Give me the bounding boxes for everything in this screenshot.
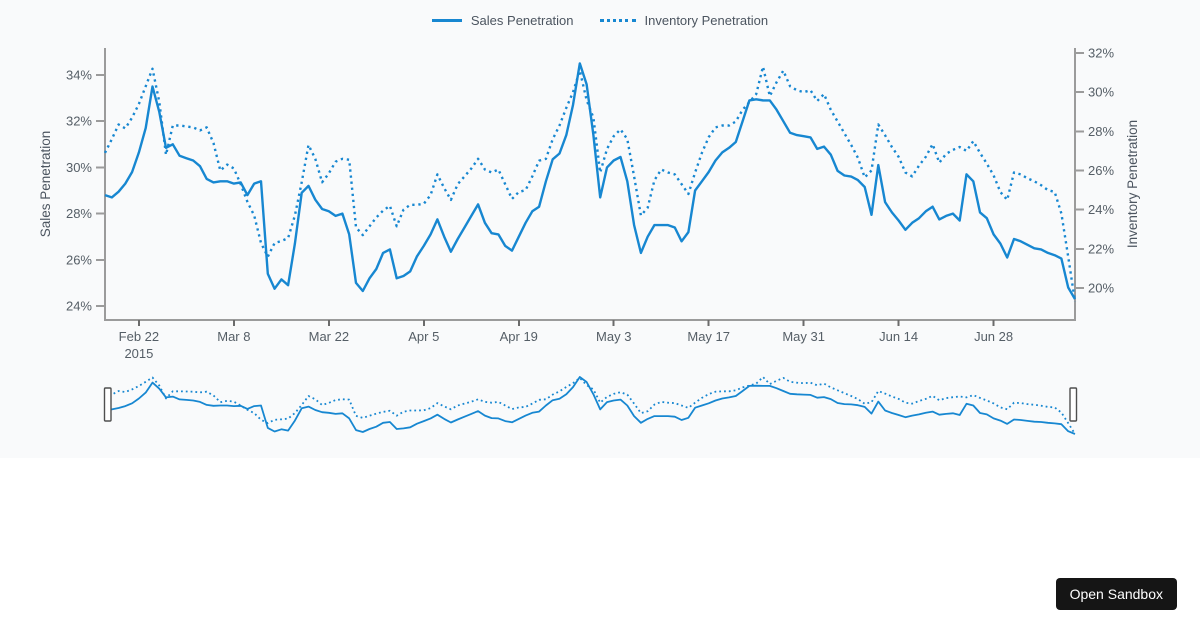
x-tick-label: May 31 — [782, 329, 825, 344]
x-tick-label: Feb 22 — [119, 329, 159, 344]
open-sandbox-button[interactable]: Open Sandbox — [1055, 578, 1177, 610]
right-tick-label: 28% — [1088, 124, 1114, 139]
range-selector-left-handle[interactable] — [103, 387, 112, 422]
x-axis: Feb 22 2015 Mar 8 Mar 22 Apr 5 Apr 19 May 3 May… — [119, 320, 1013, 361]
x-tick-label: May 17 — [687, 329, 730, 344]
legend-label-inventory: Inventory Penetration — [644, 13, 769, 28]
legend-item-sales[interactable]: Sales Penetration — [431, 13, 574, 28]
x-tick-label: Jun 28 — [974, 329, 1013, 344]
right-axis: 20% 22% 24% 26% 28% 30% 32% Inventory Penetrati… — [1075, 46, 1140, 296]
right-tick-label: 22% — [1088, 241, 1114, 256]
axis-frame — [104, 48, 1076, 321]
x-tick-label: May 3 — [596, 329, 631, 344]
sales-line-swatch — [431, 19, 462, 22]
left-tick-label: 32% — [66, 114, 92, 129]
inventory-penetration-line — [103, 65, 1077, 302]
left-axis: 24% 26% 28% 30% 32% 34% Sales Penetration — [38, 68, 105, 314]
legend-label-sales: Sales Penetration — [470, 13, 574, 28]
x-tick-label: Apr 5 — [408, 329, 439, 344]
chart-panel: Sales Penetration Inventory Penetration … — [0, 13, 1200, 435]
legend: Sales Penetration Inventory Penetration — [0, 13, 1200, 28]
inventory-line-swatch — [599, 19, 636, 22]
left-tick-label: 24% — [66, 299, 92, 314]
left-axis-title: Sales Penetration — [38, 131, 53, 238]
left-tick-label: 34% — [66, 68, 92, 83]
legend-item-inventory[interactable]: Inventory Penetration — [599, 13, 769, 28]
x-tick-year-label: 2015 — [124, 346, 153, 361]
mini-inventory-line — [104, 376, 1076, 435]
right-axis-title: Inventory Penetration — [1125, 120, 1140, 248]
x-tick-label: Apr 19 — [500, 329, 538, 344]
sales-penetration-line — [104, 62, 1077, 300]
right-tick-label: 20% — [1088, 281, 1114, 296]
right-tick-label: 24% — [1088, 202, 1114, 217]
right-tick-label: 30% — [1088, 85, 1114, 100]
range-selector[interactable] — [103, 376, 1078, 435]
left-tick-label: 28% — [66, 206, 92, 221]
left-tick-label: 30% — [66, 160, 92, 175]
x-tick-label: Mar 22 — [309, 329, 349, 344]
right-tick-label: 32% — [1088, 46, 1114, 61]
left-tick-label: 26% — [66, 252, 92, 267]
right-tick-label: 26% — [1088, 163, 1114, 178]
timeseries-chart: 24% 26% 28% 30% 32% 34% Sales Penetration 20% 22… — [38, 46, 1140, 435]
x-tick-label: Mar 8 — [217, 329, 250, 344]
x-tick-label: Jun 14 — [879, 329, 918, 344]
range-selector-right-handle[interactable] — [1069, 387, 1078, 422]
mini-sales-line — [104, 376, 1076, 435]
